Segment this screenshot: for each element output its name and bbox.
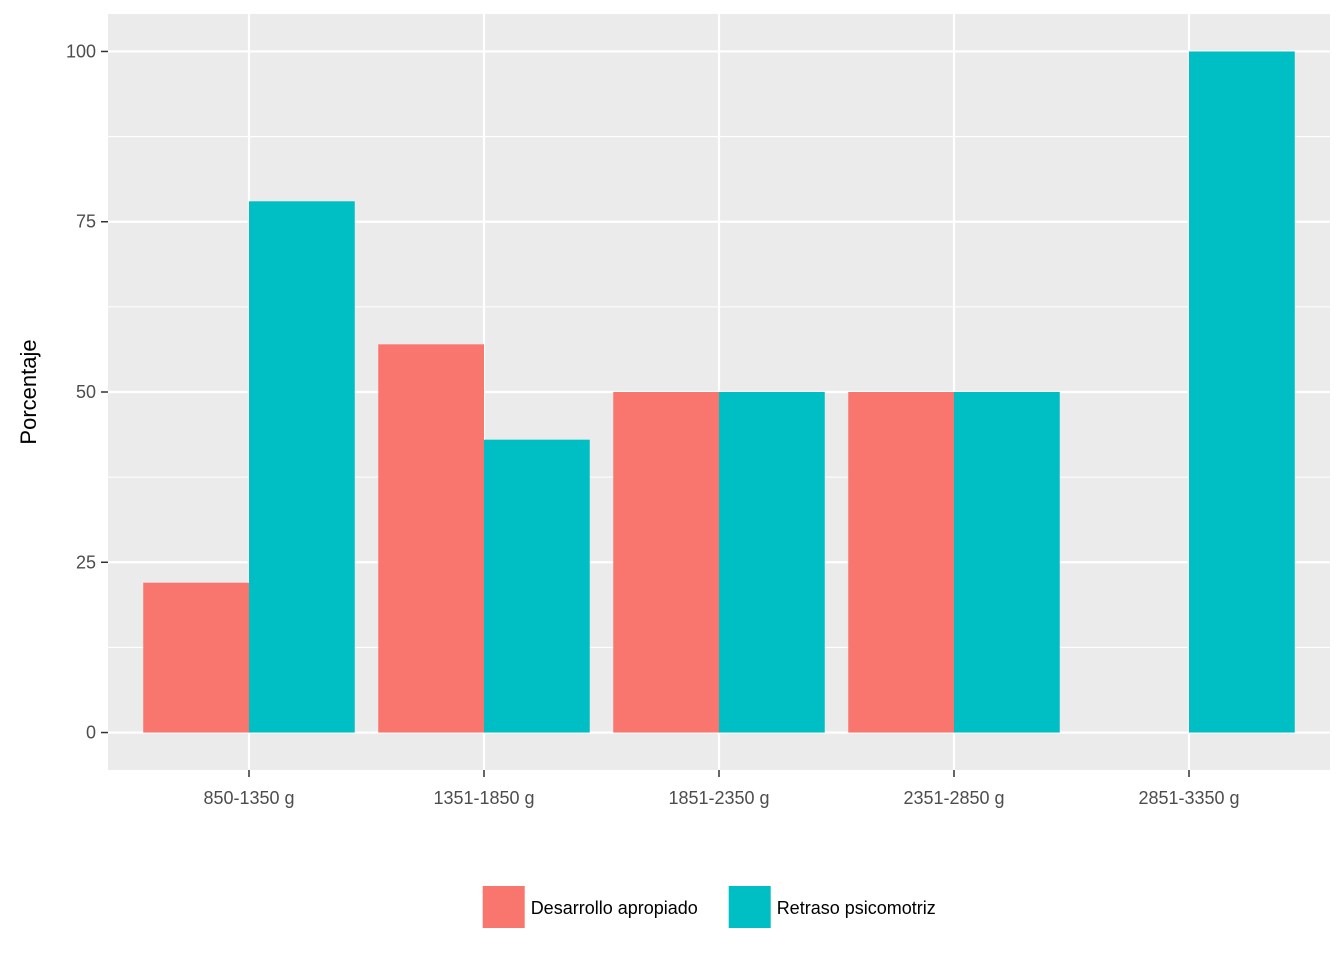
bar: [249, 201, 355, 733]
x-tick-label: 850-1350 g: [203, 788, 294, 808]
y-tick-label: 100: [66, 41, 96, 61]
x-axis: 850-1350 g 1351-1850 g 1851-2350 g 2351-285…: [203, 770, 1240, 808]
legend-label: Desarrollo apropiado: [531, 898, 698, 918]
bar: [954, 392, 1060, 733]
y-tick-label: 75: [76, 212, 96, 232]
legend: Desarrollo apropiado Retraso psicomotriz: [482, 886, 936, 928]
y-axis: 0 25 50 75 100: [66, 41, 108, 743]
y-tick-label: 0: [86, 723, 96, 743]
y-axis-title: Porcentaje: [16, 339, 41, 444]
bar: [719, 392, 825, 733]
bar: [1189, 51, 1295, 733]
x-tick-label: 1851-2350 g: [668, 788, 769, 808]
bar: [143, 582, 249, 733]
x-tick-label: 1351-1850 g: [433, 788, 534, 808]
legend-label: Retraso psicomotriz: [777, 898, 936, 918]
bar: [613, 392, 719, 733]
legend-key: [728, 886, 771, 928]
bar: [378, 344, 484, 733]
legend-key: [482, 886, 525, 928]
x-tick-label: 2351-2850 g: [903, 788, 1004, 808]
bar: [484, 439, 590, 733]
y-tick-label: 25: [76, 552, 96, 572]
y-tick-label: 50: [76, 382, 96, 402]
bar: [848, 392, 954, 733]
bars: [143, 51, 1295, 733]
x-tick-label: 2851-3350 g: [1138, 788, 1239, 808]
